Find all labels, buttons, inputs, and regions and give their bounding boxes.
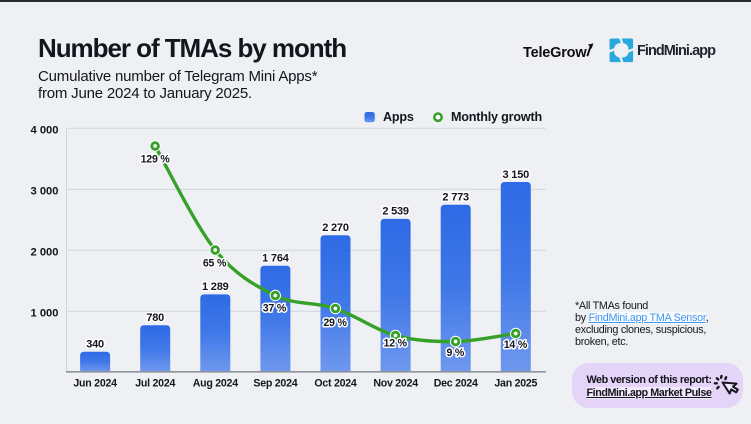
svg-text:129 %: 129 % — [141, 154, 171, 166]
svg-text:3 150: 3 150 — [503, 169, 530, 181]
svg-text:12 %: 12 % — [384, 338, 408, 350]
svg-text:Nov 2024: Nov 2024 — [373, 378, 418, 390]
svg-text:14 %: 14 % — [504, 339, 528, 351]
svg-text:9 %: 9 % — [446, 347, 464, 359]
svg-text:340: 340 — [86, 339, 104, 351]
svg-text:2 773: 2 773 — [442, 192, 469, 204]
svg-text:29 %: 29 % — [323, 317, 347, 329]
svg-text:Aug 2024: Aug 2024 — [193, 378, 238, 390]
svg-text:780: 780 — [146, 312, 164, 324]
svg-text:1 289: 1 289 — [202, 281, 229, 293]
svg-text:2 270: 2 270 — [322, 222, 349, 234]
svg-text:2 539: 2 539 — [382, 206, 409, 218]
svg-text:3 000: 3 000 — [31, 186, 59, 198]
svg-text:Sep 2024: Sep 2024 — [253, 378, 297, 390]
svg-text:2 000: 2 000 — [31, 247, 59, 259]
svg-text:65 %: 65 % — [203, 258, 227, 270]
svg-text:Jun 2024: Jun 2024 — [73, 378, 117, 390]
svg-text:Oct 2024: Oct 2024 — [314, 378, 357, 390]
svg-text:4 000: 4 000 — [31, 125, 59, 137]
svg-text:1 000: 1 000 — [31, 308, 59, 320]
svg-text:1 764: 1 764 — [262, 253, 290, 265]
svg-text:Jan 2025: Jan 2025 — [494, 378, 537, 390]
svg-text:37 %: 37 % — [263, 303, 287, 315]
svg-text:Jul 2024: Jul 2024 — [135, 378, 175, 390]
svg-text:Dec 2024: Dec 2024 — [434, 378, 478, 390]
